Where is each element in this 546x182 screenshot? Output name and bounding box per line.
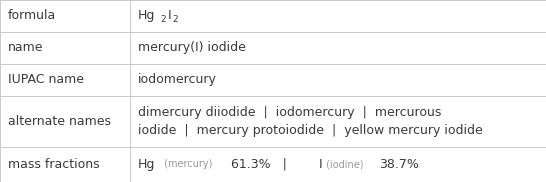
Text: mass fractions: mass fractions [8, 158, 100, 171]
Text: I: I [318, 158, 322, 171]
Text: Hg: Hg [138, 9, 156, 22]
Text: mercury(I) iodide: mercury(I) iodide [138, 41, 246, 54]
Text: 2: 2 [161, 15, 166, 24]
Text: alternate names: alternate names [8, 114, 111, 128]
Text: IUPAC name: IUPAC name [8, 73, 84, 86]
Text: name: name [8, 41, 44, 54]
Text: 38.7%: 38.7% [379, 158, 419, 171]
Text: 61.3%   |: 61.3% | [231, 158, 299, 171]
Text: I: I [168, 9, 171, 22]
Text: (mercury): (mercury) [161, 159, 215, 169]
Text: Hg: Hg [138, 158, 156, 171]
Text: 2: 2 [173, 15, 178, 24]
Text: iodomercury: iodomercury [138, 73, 217, 86]
Text: (iodine): (iodine) [323, 159, 367, 169]
Text: dimercury diiodide  |  iodomercury  |  mercurous
iodide  |  mercury protoiodide : dimercury diiodide | iodomercury | mercu… [138, 106, 483, 136]
Text: formula: formula [8, 9, 56, 22]
